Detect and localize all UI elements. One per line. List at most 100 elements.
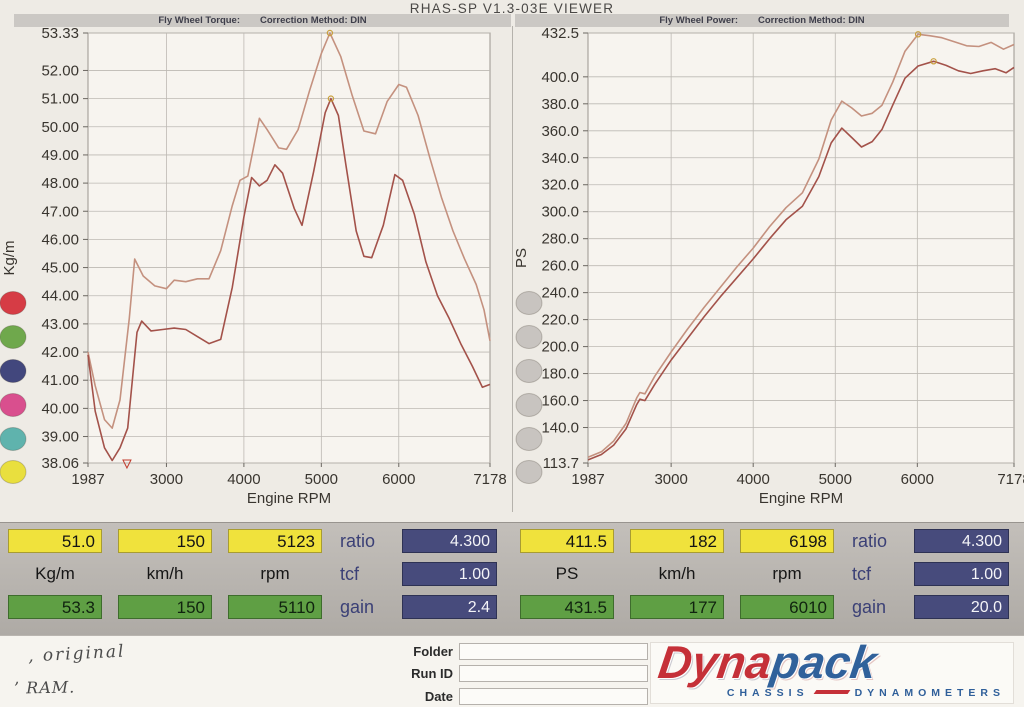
torque-ytick: 50.00	[41, 119, 79, 136]
torque-peak-speed-2: 150	[118, 595, 212, 619]
power-ytick: 380.0	[541, 96, 579, 113]
power-ytick: 320.0	[541, 177, 579, 194]
torque-xtick: 3000	[150, 471, 183, 488]
torque-ytick: 41.00	[41, 372, 79, 389]
torque-readout-panel: 51.0 150 5123 Kg/m km/h rpm 53.3 150 511…	[0, 523, 512, 636]
power-readout-panel: 411.5 182 6198 PS km/h rpm 431.5 177 601…	[512, 523, 1024, 636]
torque-chart-header: Fly Wheel Torque: Correction Method: DIN	[14, 14, 511, 27]
run-id-label: Run ID	[411, 666, 453, 681]
power-run-slot-dot-gray-4[interactable]	[515, 393, 543, 417]
power-ytick: 340.0	[541, 150, 579, 167]
power-peak-speed: 182	[630, 529, 724, 553]
gain-field-2[interactable]: 20.0	[914, 595, 1009, 619]
ratio-field-2[interactable]: 4.300	[914, 529, 1009, 553]
torque-xtick: 7178	[473, 471, 506, 488]
power-peak-rpm: 6198	[740, 529, 834, 553]
power-ytick: 220.0	[541, 312, 579, 329]
torque-run-slot-dot-green[interactable]	[0, 325, 27, 349]
torque-ytick: 47.00	[41, 203, 79, 220]
dynapack-wordmark: Dynapack	[655, 636, 880, 688]
handwritten-note-ram: ’ RAM.	[13, 677, 76, 698]
torque-ytick: 46.00	[41, 231, 79, 248]
ratio-field[interactable]: 4.300	[402, 529, 497, 553]
power-peak-rpm-2: 6010	[740, 595, 834, 619]
torque-xtick: 5000	[305, 471, 338, 488]
power-xtick: 7178	[997, 471, 1024, 488]
power-yaxis-label: PS	[513, 248, 530, 268]
torque-run-slot-dot-yellow[interactable]	[0, 460, 27, 484]
power-correction-method: Correction Method: DIN	[758, 15, 865, 26]
power-xaxis-label: Engine RPM	[759, 490, 843, 507]
torque-ytick: 53.33	[41, 26, 79, 42]
ratio-label: ratio	[340, 531, 376, 551]
power-unit-label: PS	[555, 564, 579, 583]
ratio-label-2: ratio	[852, 531, 888, 551]
torque-cursor-marker	[326, 29, 334, 37]
torque-unit-label: Kg/m	[35, 564, 75, 583]
power-peak-value: 411.5	[520, 529, 614, 553]
power-chart[interactable]: 432.5 400.0 380.0 360.0 340.0 320.0 300.0 280.0…	[512, 25, 1024, 526]
power-ytick: 280.0	[541, 231, 579, 248]
power-ytick: 140.0	[541, 420, 579, 437]
torque-ytick: 42.00	[41, 344, 79, 361]
power-ytick: 260.0	[541, 258, 579, 275]
torque-ytick: 38.06	[41, 455, 79, 472]
power-ytick: 113.7	[543, 455, 579, 472]
date-field[interactable]	[459, 688, 648, 705]
torque-peak-rpm-2: 5110	[228, 595, 322, 619]
power-peak-speed-2: 177	[630, 595, 724, 619]
power-run-slot-dot-gray-2[interactable]	[515, 325, 543, 349]
tcf-label-2: tcf	[852, 564, 872, 584]
power-lower-trace	[587, 60, 1015, 461]
dynapack-tagline: CHASSIS DYNAMOMETERS	[726, 687, 1005, 699]
torque-run-slot-dot-teal[interactable]	[0, 427, 27, 451]
power-plot-svg: 432.5 400.0 380.0 360.0 340.0 320.0 300.0 280.0…	[513, 25, 1024, 507]
speed-unit-label-2: km/h	[658, 564, 696, 583]
power-run-slot-dot-gray-1[interactable]	[515, 291, 543, 315]
logo-swoosh-icon	[813, 690, 850, 694]
rpm-unit-label-2: rpm	[772, 564, 802, 583]
tcf-field[interactable]: 1.00	[402, 562, 497, 586]
power-ytick: 300.0	[541, 204, 579, 221]
torque-chart[interactable]: 53.33 52.00 51.00 50.00 49.00 48.00 47.00 46.00…	[0, 25, 512, 526]
power-cursor-marker	[930, 58, 937, 65]
gain-field[interactable]: 2.4	[402, 595, 497, 619]
torque-run-slot-dot-red[interactable]	[0, 291, 27, 315]
torque-ytick: 40.00	[41, 400, 79, 417]
torque-ytick: 44.00	[41, 288, 79, 305]
torque-ytick: 39.00	[41, 429, 79, 446]
tcf-field-2[interactable]: 1.00	[914, 562, 1009, 586]
torque-upper-trace	[87, 32, 491, 429]
torque-ytick: 43.00	[41, 316, 79, 333]
torque-cursor-marker	[327, 95, 335, 102]
torque-ytick: 45.00	[41, 260, 79, 277]
tcf-label: tcf	[340, 564, 360, 584]
power-ytick: 240.0	[541, 285, 579, 302]
torque-lower-trace	[87, 97, 491, 462]
power-run-slot-dot-gray-5[interactable]	[515, 427, 543, 451]
power-ytick: 400.0	[541, 69, 579, 86]
gain-label: gain	[340, 597, 375, 617]
power-xtick: 1987	[571, 471, 604, 488]
torque-peak-value: 51.0	[8, 529, 102, 553]
torque-peak-speed: 150	[118, 529, 212, 553]
power-ytick: 180.0	[541, 366, 579, 383]
torque-run-slot-dot-navy[interactable]	[0, 359, 27, 383]
torque-xtick: 1987	[71, 471, 104, 488]
torque-run-slot-dot-magenta[interactable]	[0, 393, 27, 417]
readout-panel: 51.0 150 5123 Kg/m km/h rpm 53.3 150 511…	[0, 522, 1024, 638]
run-id-field[interactable]	[459, 665, 648, 682]
axis-cursor-marker	[122, 459, 132, 470]
power-xtick: 5000	[819, 471, 852, 488]
power-run-slot-dot-gray-6[interactable]	[515, 460, 543, 484]
torque-xtick: 4000	[227, 471, 260, 488]
folder-label: Folder	[413, 644, 453, 659]
torque-ytick: 52.00	[41, 62, 79, 79]
torque-ytick: 48.00	[41, 175, 79, 192]
torque-plot-svg: 53.33 52.00 51.00 50.00 49.00 48.00 47.00 46.00…	[0, 25, 507, 507]
power-upper-trace	[587, 33, 1015, 458]
folder-field[interactable]	[459, 643, 648, 660]
power-run-slot-dot-gray-3[interactable]	[515, 359, 543, 383]
chart-divider	[512, 26, 513, 512]
power-xtick: 3000	[654, 471, 687, 488]
